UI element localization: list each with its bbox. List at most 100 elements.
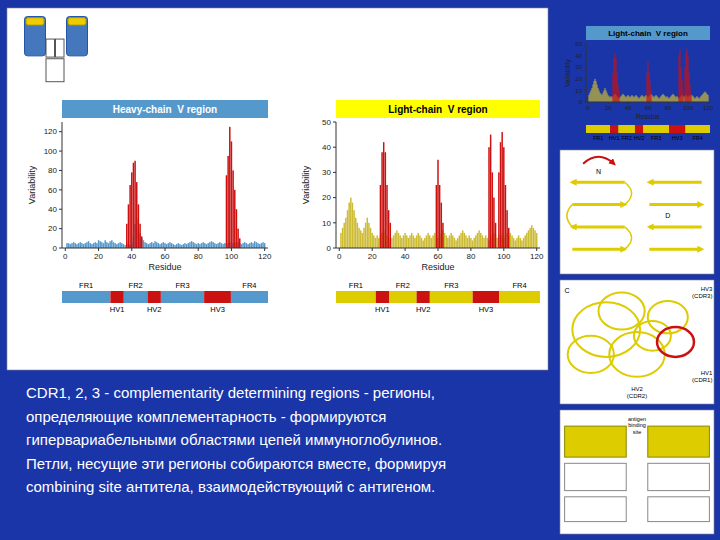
annotation: N: [596, 168, 601, 175]
segment-label-line: HV3: [479, 305, 494, 314]
body-text-line: гипервариабельными областями цепей иммун…: [26, 431, 442, 448]
bar: [143, 240, 144, 248]
body-text: Петли, несущие эти регионы собираются вм…: [26, 455, 446, 472]
bar: [617, 85, 619, 102]
y-tick-label-line: 80: [48, 166, 57, 175]
y-axis-label: Variability: [27, 165, 37, 204]
bar: [422, 240, 423, 248]
bar: [373, 235, 374, 248]
bar: [156, 242, 157, 248]
bar: [413, 235, 414, 248]
y-tick-label-line: 0: [53, 244, 58, 253]
bar: [154, 241, 155, 248]
bar: [427, 233, 428, 248]
bar: [234, 190, 235, 248]
bar: [75, 243, 76, 248]
x-tick: [503, 248, 504, 251]
bar: [81, 243, 82, 248]
segment: [231, 291, 268, 303]
bar: [104, 240, 105, 248]
x-tick: [628, 102, 629, 104]
x-tick: [98, 248, 99, 251]
segment-label: HV3: [210, 305, 225, 314]
segment: [685, 125, 710, 133]
beta-strand: [572, 248, 624, 251]
bar: [656, 96, 658, 102]
bar: [178, 243, 179, 248]
x-tick-label: 0: [337, 252, 342, 261]
bar: [251, 242, 252, 248]
bar: [78, 243, 79, 248]
bar: [114, 243, 115, 248]
x-tick: [165, 248, 166, 251]
bar: [419, 235, 420, 248]
bar: [94, 242, 95, 248]
annotation-line: D: [665, 212, 670, 219]
bar: [83, 244, 84, 248]
x-tick-label: 100: [683, 105, 694, 111]
chart-title: Heavy-chain V region: [113, 104, 217, 115]
bar: [134, 161, 135, 248]
bar: [680, 67, 682, 102]
y-tick-label-line: 0: [579, 99, 583, 105]
x-tick: [668, 102, 669, 104]
x-tick-label: 0: [586, 105, 590, 111]
bar: [452, 235, 453, 248]
bar: [204, 243, 205, 248]
bar: [68, 243, 69, 248]
y-tick: [333, 147, 336, 148]
bar: [164, 243, 165, 248]
y-tick-label: 120: [44, 127, 58, 136]
bar: [600, 94, 602, 102]
bar: [483, 238, 484, 248]
bar: [672, 94, 674, 102]
bar: [688, 73, 690, 102]
segment: [161, 291, 204, 303]
bar: [153, 243, 154, 248]
y-tick: [584, 102, 586, 103]
segment-label: FR1: [593, 135, 603, 141]
y-tick: [59, 170, 62, 171]
y-tick-label-line: 20: [575, 76, 582, 82]
bar: [176, 244, 177, 248]
beta-strand: [649, 225, 701, 228]
bar: [523, 238, 524, 248]
bar: [353, 210, 354, 248]
bar: [222, 244, 223, 248]
x-tick: [339, 248, 340, 251]
x-tick-label: 80: [466, 252, 475, 261]
segment-label-line: HV2: [634, 135, 645, 141]
bar: [111, 240, 112, 248]
bar: [411, 233, 412, 248]
bar: [595, 81, 597, 102]
bar: [196, 244, 197, 248]
bar: [348, 203, 349, 248]
segment-label-line: FR1: [593, 135, 603, 141]
panel-frame: [560, 280, 714, 404]
fc-region: [46, 59, 64, 82]
constant-block: [565, 497, 627, 522]
x-tick-label-line: 120: [258, 252, 272, 261]
x-tick-label: 20: [605, 105, 612, 111]
x-tick-label-line: 100: [683, 105, 694, 111]
segment-label-line: FR1: [79, 281, 93, 290]
bar: [492, 172, 493, 248]
x-tick: [231, 248, 232, 251]
bar: [404, 233, 405, 248]
bar: [521, 240, 522, 248]
bar: [596, 85, 598, 102]
body-text: гипервариабельными областями цепей иммун…: [26, 431, 442, 448]
segment: [618, 125, 635, 133]
content-panel: [7, 8, 548, 370]
bar: [394, 233, 395, 248]
segment-label: FR3: [444, 281, 458, 290]
bar: [520, 238, 521, 248]
y-tick-label: 10: [575, 88, 582, 94]
bar: [597, 88, 599, 102]
x-tick: [588, 102, 589, 104]
bar: [159, 244, 160, 248]
bar: [355, 218, 356, 248]
bar: [416, 235, 417, 248]
bar: [360, 230, 361, 248]
bar: [528, 230, 529, 248]
